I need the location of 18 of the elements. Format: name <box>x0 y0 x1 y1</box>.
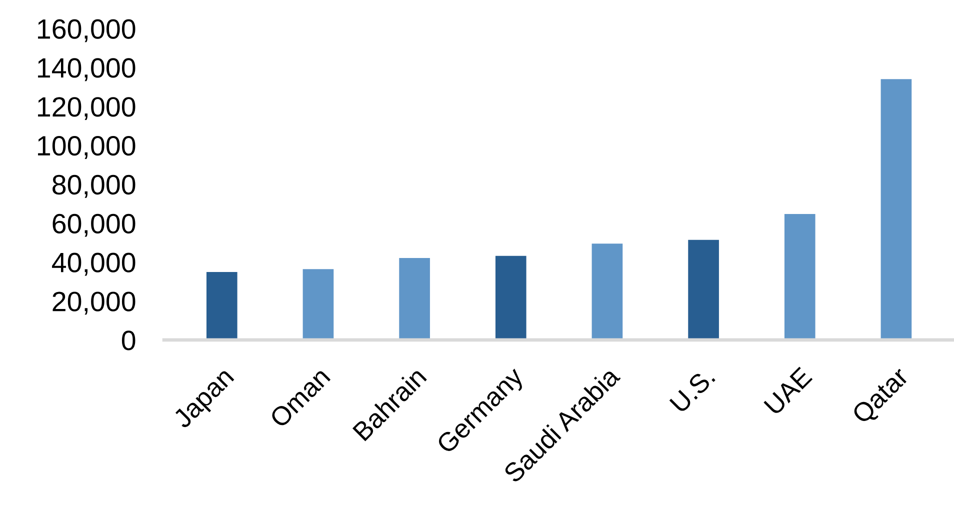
x-tick-label: U.S. <box>669 367 716 414</box>
bar <box>399 258 430 340</box>
bar <box>880 79 912 340</box>
y-tick-label: 0 <box>122 330 136 350</box>
bar <box>495 256 526 340</box>
bar <box>302 269 334 340</box>
y-tick-label: 40,000 <box>52 252 136 276</box>
y-tick-label: 140,000 <box>38 58 136 82</box>
y-tick-label: 100,000 <box>38 136 136 159</box>
y-tick-label: 80,000 <box>52 174 136 198</box>
y-tick-label: 20,000 <box>52 292 136 315</box>
bar <box>592 244 623 340</box>
y-tick-label: 60,000 <box>52 214 136 237</box>
bar <box>688 240 719 340</box>
bar <box>784 214 816 340</box>
y-tick-label: 120,000 <box>38 97 136 120</box>
y-tick-label: 160,000 <box>38 19 136 42</box>
bar <box>206 272 238 340</box>
